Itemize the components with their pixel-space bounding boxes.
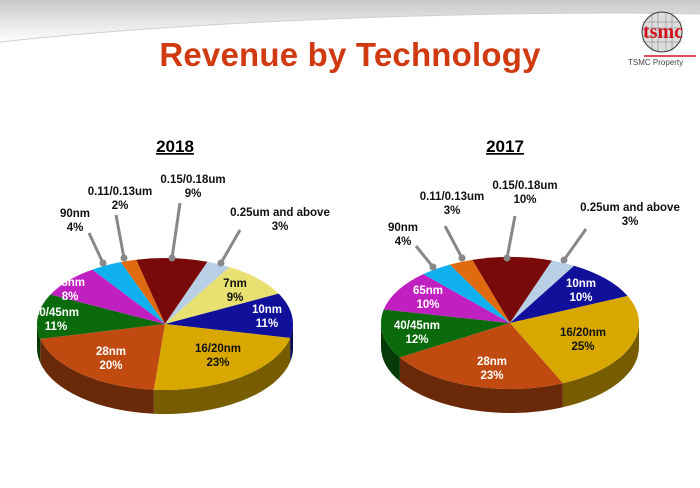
slice-value-label: 3% xyxy=(444,205,461,217)
slice-0.15/0.18um xyxy=(472,257,552,323)
slice-value-label: 9% xyxy=(227,292,244,304)
slice-40/45nm xyxy=(380,309,510,358)
slice-90nm xyxy=(92,262,165,324)
leader-dot xyxy=(168,254,176,262)
slice-65nm xyxy=(50,269,165,324)
slice-label: 10nm xyxy=(252,304,282,316)
slice-28nm xyxy=(40,324,165,390)
svg-text:tsmc: tsmc xyxy=(643,21,683,43)
slice-label: 65nm xyxy=(55,277,85,289)
slide-title: Revenue by Technology xyxy=(159,36,541,73)
leader-line xyxy=(170,202,182,259)
slice-label: 65nm xyxy=(413,285,443,297)
chart-title: 2017 xyxy=(486,137,524,156)
leader-line xyxy=(114,214,126,259)
slice-label: 16/20nm xyxy=(195,343,241,355)
slice-value-label: 20% xyxy=(99,360,122,372)
pie-chart-2018: 2018 0.15/0.18um 9% 0.25um and above 3% 7nm 9%… xyxy=(33,137,330,414)
leader-dot xyxy=(217,259,225,267)
slice-label: 28nm xyxy=(96,346,126,358)
leader-line xyxy=(562,228,588,261)
slice-label: 0.15/0.18um xyxy=(160,174,225,186)
slice-65nm xyxy=(383,274,510,323)
slice-label: 16/20nm xyxy=(560,327,606,339)
slice-side-16/20nm xyxy=(562,323,639,408)
slice-7nm xyxy=(165,266,279,324)
leader-dot xyxy=(458,254,466,262)
logo-caption: TSMC Property xyxy=(628,58,684,67)
slice-label: 90nm xyxy=(388,222,418,234)
leader-line xyxy=(414,245,435,268)
slice-value-label: 12% xyxy=(405,334,428,346)
slice-value-label: 9% xyxy=(185,188,202,200)
tsmc-logo: tsmc xyxy=(641,11,696,57)
slice-label: 7nm xyxy=(223,278,247,290)
slice-value-label: 8% xyxy=(62,291,79,303)
slice-value-label: 3% xyxy=(272,221,289,233)
slice-value-label: 10% xyxy=(569,292,592,304)
slice-value-label: 3% xyxy=(622,216,639,228)
slice-10nm xyxy=(510,265,628,323)
leader-line xyxy=(505,215,517,259)
slice-side-28nm xyxy=(40,338,154,414)
slice-label: 28nm xyxy=(477,356,507,368)
slice-side-40/45nm xyxy=(381,323,400,382)
leader-line xyxy=(87,232,105,264)
header-swoosh xyxy=(0,0,700,43)
slice-0.25um and above xyxy=(510,260,575,323)
slice-value-label: 11% xyxy=(45,321,67,333)
chart-title: 2018 xyxy=(156,137,194,156)
slice-0.25um and above xyxy=(165,261,230,324)
slice-0.15/0.18um xyxy=(136,258,208,324)
slice-value-label: 23% xyxy=(206,357,229,369)
slice-0.11/0.13um xyxy=(449,259,510,323)
slice-value-label: 2% xyxy=(112,200,129,212)
slice-0.11/0.13um xyxy=(120,259,165,324)
leader-dot xyxy=(560,256,568,264)
slice-value-label: 4% xyxy=(395,236,412,248)
slice-28nm xyxy=(399,323,563,389)
slice-value-label: 10% xyxy=(513,194,536,206)
leader-line xyxy=(443,225,464,259)
slice-side-16/20nm xyxy=(153,337,291,414)
slice-10nm xyxy=(165,293,293,338)
leader-line xyxy=(219,229,242,264)
leader-dot xyxy=(99,259,107,267)
slice-label: 0.11/0.13um xyxy=(88,186,153,198)
slice-label: 0.11/0.13um xyxy=(420,191,485,203)
slice-value-label: 11% xyxy=(256,318,278,330)
slice-value-label: 10% xyxy=(416,299,439,311)
pie-chart-2017: 2017 0.15/0.18um 10% 0.25um and above 3% 10nm… xyxy=(380,137,680,413)
slice-40/45nm xyxy=(36,294,165,339)
slice-label: 90nm xyxy=(60,208,90,220)
leader-dot xyxy=(120,254,128,262)
leader-dot xyxy=(429,263,437,271)
slice-label: 40/45nm xyxy=(394,320,440,332)
slice-label: 0.25um and above xyxy=(230,207,330,219)
slice-label: 0.25um and above xyxy=(580,202,680,214)
slice-16/20nm xyxy=(510,295,639,384)
slice-label: 0.15/0.18um xyxy=(492,180,557,192)
slice-label: 10nm xyxy=(566,278,596,290)
slice-side-28nm xyxy=(399,357,563,413)
slice-label: 40/45nm xyxy=(33,307,79,319)
slice-16/20nm xyxy=(153,324,291,390)
slice-side-10nm xyxy=(290,324,293,362)
slice-value-label: 23% xyxy=(480,370,503,382)
slice-90nm xyxy=(423,264,510,323)
slice-value-label: 4% xyxy=(67,222,84,234)
leader-dot xyxy=(503,254,511,262)
slice-side-40/45nm xyxy=(37,324,41,363)
slice-value-label: 25% xyxy=(571,341,594,353)
